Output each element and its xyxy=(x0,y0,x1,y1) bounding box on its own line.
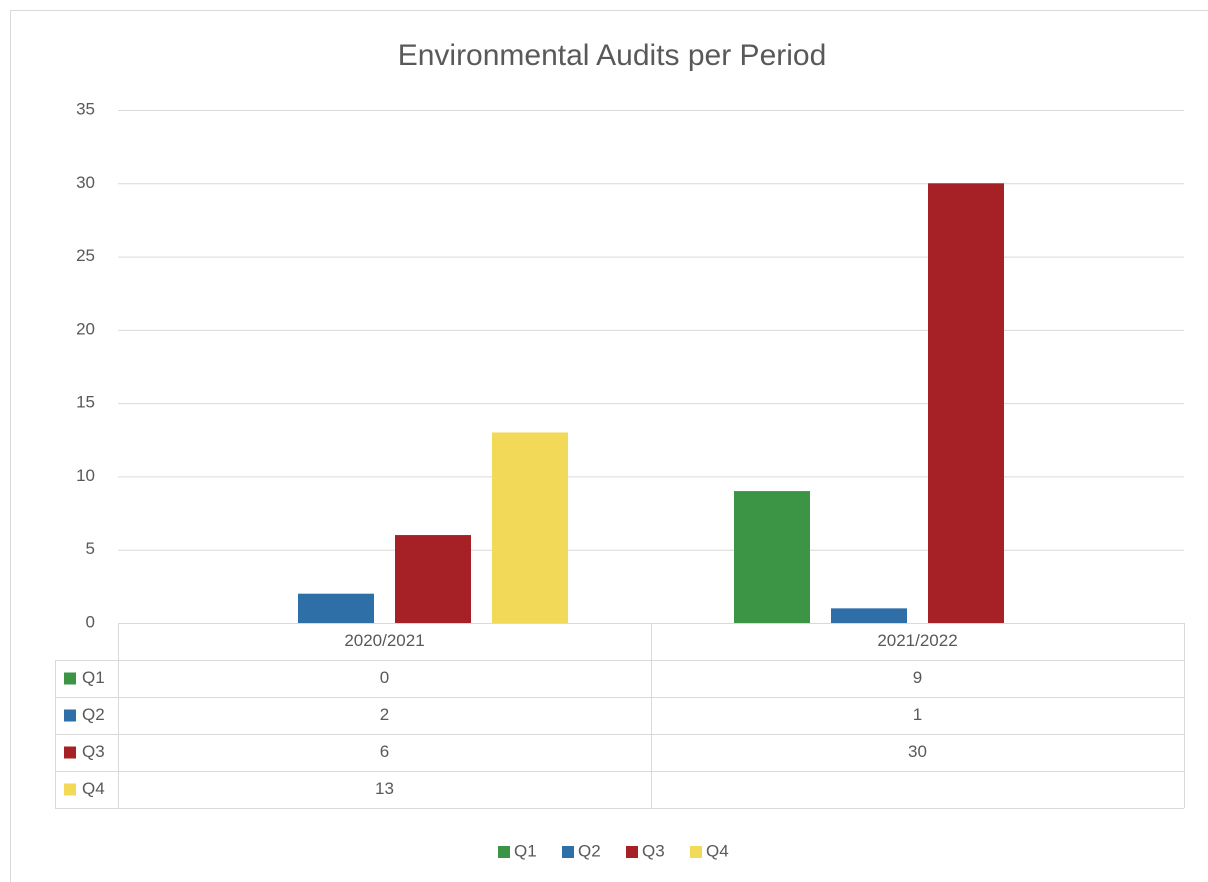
y-tick-label: 25 xyxy=(76,246,95,265)
legend-label: Q4 xyxy=(706,841,729,860)
table-cell: 0 xyxy=(380,668,389,687)
table-cell: 13 xyxy=(375,779,394,798)
legend-key xyxy=(626,846,638,858)
legend-label: Q1 xyxy=(514,841,537,860)
legend-label: Q2 xyxy=(578,841,601,860)
legend-key xyxy=(690,846,702,858)
table-cell: 9 xyxy=(913,668,922,687)
bar xyxy=(734,491,810,623)
x-tick-label: 2021/2022 xyxy=(877,631,957,650)
legend-label: Q3 xyxy=(642,841,665,860)
table-series-label: Q2 xyxy=(82,705,105,724)
table-cell: 1 xyxy=(913,705,922,724)
bar xyxy=(831,608,907,623)
bar xyxy=(298,593,374,623)
table-cell: 2 xyxy=(380,705,389,724)
bar xyxy=(928,183,1004,624)
y-tick-label: 20 xyxy=(76,319,95,338)
table-legend-key xyxy=(64,672,76,685)
y-tick-label: 0 xyxy=(86,612,95,631)
y-tick-label: 5 xyxy=(86,539,95,558)
x-tick-label: 2020/2021 xyxy=(344,631,424,650)
chart-title: Environmental Audits per Period xyxy=(398,39,827,72)
y-tick-label: 15 xyxy=(76,393,95,412)
bar xyxy=(395,535,471,623)
y-tick-label: 35 xyxy=(76,99,95,118)
y-tick-label: 30 xyxy=(76,173,95,192)
y-tick-label: 10 xyxy=(76,466,95,485)
table-cell: 6 xyxy=(380,742,389,761)
chart-border xyxy=(10,10,1208,882)
table-legend-key xyxy=(64,746,76,759)
legend-key xyxy=(498,846,510,858)
table-series-label: Q1 xyxy=(82,668,105,687)
table-legend-key xyxy=(64,709,76,722)
legend-key xyxy=(562,846,574,858)
table-series-label: Q3 xyxy=(82,742,105,761)
table-series-label: Q4 xyxy=(82,779,105,798)
table-legend-key xyxy=(64,783,76,796)
bar xyxy=(492,432,568,623)
table-cell: 30 xyxy=(908,742,927,761)
